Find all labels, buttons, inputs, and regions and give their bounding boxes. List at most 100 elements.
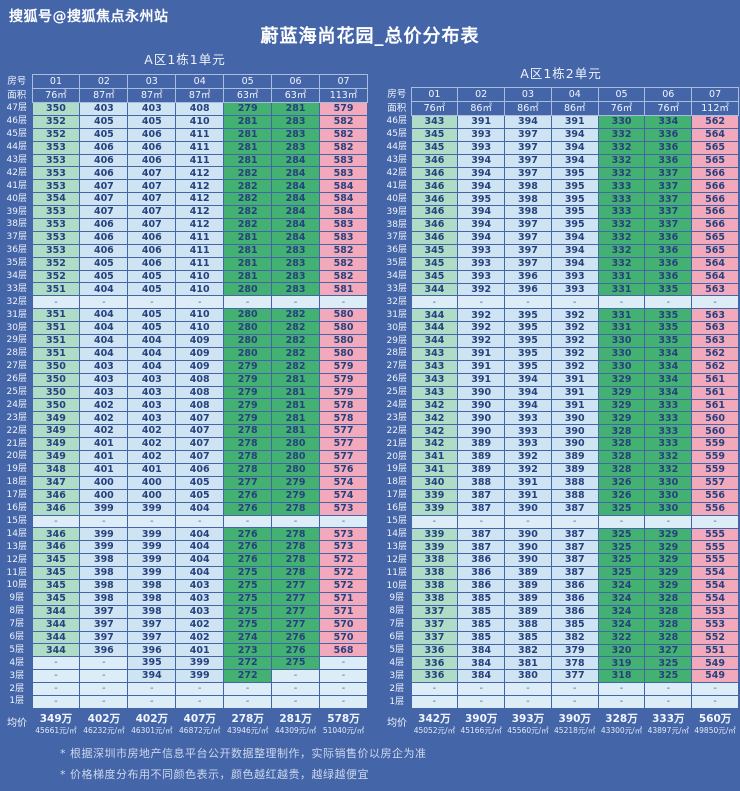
price-cell: 283 <box>271 269 321 284</box>
floor-label: 3层 <box>9 670 25 681</box>
price-cell: 404 <box>79 282 129 297</box>
price-cell: 385 <box>457 604 506 619</box>
area-cell: 87㎡ <box>127 88 177 103</box>
price-cell: 396 <box>127 643 177 658</box>
area-cell: 86㎡ <box>550 101 599 116</box>
price-cell: 382 <box>504 643 552 658</box>
price-cell: 411 <box>175 243 225 258</box>
area-cell: 76㎡ <box>31 88 81 103</box>
price-cell: 325 <box>597 566 646 581</box>
price-cell: 280 <box>223 308 273 323</box>
floor-label: 15层 <box>6 515 27 526</box>
price-cell: 398 <box>127 591 177 606</box>
price-cell: 393 <box>504 411 552 426</box>
table-row: 9层 338 385 389 386 324 328 554 <box>383 591 739 606</box>
average-unit-price: 43300元/㎡ <box>600 726 643 736</box>
price-cell: 278 <box>271 540 321 555</box>
floor-label: 36层 <box>6 245 27 256</box>
price-cell: 392 <box>550 359 599 374</box>
price-cell: 574 <box>319 475 368 490</box>
price-cell: 400 <box>127 488 177 503</box>
price-cell: 563 <box>691 308 739 323</box>
average-cell: 578万 51040元/㎡ <box>320 708 368 739</box>
price-cell: 394 <box>550 140 599 155</box>
price-cell: 582 <box>319 256 368 271</box>
price-cell: 404 <box>175 527 225 542</box>
price-cell: 393 <box>550 282 599 297</box>
price-cell: 395 <box>550 179 599 194</box>
floor-label: 27层 <box>6 361 27 372</box>
price-cell: 404 <box>79 308 129 323</box>
average-cell: 278万 43946元/㎡ <box>224 708 272 739</box>
average-unit-price: 43946元/㎡ <box>226 725 269 735</box>
table-row: 13层 346 399 399 404 276 278 573 <box>2 540 368 555</box>
table-row: 1层 - - - - - - - <box>2 694 368 709</box>
price-cell: - <box>644 295 693 310</box>
area-cell: 86㎡ <box>504 101 552 116</box>
area-cell: 63㎡ <box>271 88 321 103</box>
average-total-price: 393万 <box>511 712 545 725</box>
price-cell: 394 <box>457 179 506 194</box>
price-cell: 552 <box>691 630 739 645</box>
price-cell: 406 <box>127 140 177 155</box>
price-cell: 329 <box>597 385 646 400</box>
floor-label: 4层 <box>9 657 25 668</box>
price-cell: 334 <box>644 372 693 387</box>
price-cell: 345 <box>410 140 459 155</box>
price-cell: 556 <box>691 488 739 503</box>
price-cell: - <box>271 682 321 696</box>
floor-label: 28层 <box>386 348 407 359</box>
price-cell: 412 <box>175 205 225 220</box>
price-cell: 407 <box>175 450 225 464</box>
price-cell: 282 <box>223 179 273 194</box>
price-cell: 346 <box>410 166 459 181</box>
price-cell: 281 <box>271 102 321 116</box>
price-cell: 572 <box>319 566 368 580</box>
price-cell: 405 <box>79 256 129 271</box>
price-cell: 344 <box>31 617 81 632</box>
area-cell: 76㎡ <box>597 101 646 116</box>
price-cell: 395 <box>504 321 552 336</box>
price-cell: 406 <box>127 243 177 258</box>
price-cell: - <box>691 682 739 697</box>
price-cell: 391 <box>504 475 552 490</box>
price-cell: 391 <box>550 398 599 413</box>
price-cell: - <box>597 514 646 529</box>
price-cell: - <box>319 295 368 310</box>
price-cell: 283 <box>271 282 321 297</box>
price-cell: 280 <box>223 321 273 336</box>
table-row: 26层 350 403 403 408 279 281 579 <box>2 372 368 387</box>
price-cell: 395 <box>504 347 552 361</box>
price-cell: 582 <box>319 243 368 258</box>
price-cell: 399 <box>79 540 129 555</box>
area-header-label: 面积 <box>7 89 27 101</box>
table-row: 20层 341 389 392 389 328 332 559 <box>383 450 739 465</box>
average-unit-price: 45560元/㎡ <box>507 726 549 736</box>
table-row: 33层 351 404 405 410 280 283 581 <box>2 282 368 297</box>
price-cell: 394 <box>504 115 552 129</box>
price-cell: 350 <box>31 398 81 413</box>
price-cell: 579 <box>319 359 368 374</box>
price-cell: 351 <box>31 334 81 348</box>
price-cell: 282 <box>223 192 273 207</box>
price-cell: 401 <box>79 462 129 477</box>
price-cell: 405 <box>175 475 225 490</box>
price-cell: 346 <box>31 488 81 503</box>
price-cell: 393 <box>457 140 506 155</box>
price-cell: 336 <box>644 269 693 284</box>
area-header-label: 面积 <box>387 102 407 114</box>
price-cell: 343 <box>410 372 459 387</box>
price-cell: 280 <box>271 462 321 477</box>
price-cell: - <box>410 514 459 529</box>
price-cell: - <box>127 295 177 310</box>
price-cell: 281 <box>271 385 321 400</box>
price-cell: 559 <box>691 437 739 452</box>
floor-label: 4层 <box>389 657 405 668</box>
price-cell: 394 <box>504 385 552 400</box>
table-row: 21层 342 389 393 390 328 333 559 <box>383 437 739 452</box>
price-cell: 404 <box>175 553 225 568</box>
price-cell: 395 <box>504 334 552 349</box>
price-cell: 272 <box>223 656 273 671</box>
price-cell: 384 <box>457 656 506 671</box>
table-row: 31层 344 392 395 392 331 335 563 <box>383 308 739 323</box>
